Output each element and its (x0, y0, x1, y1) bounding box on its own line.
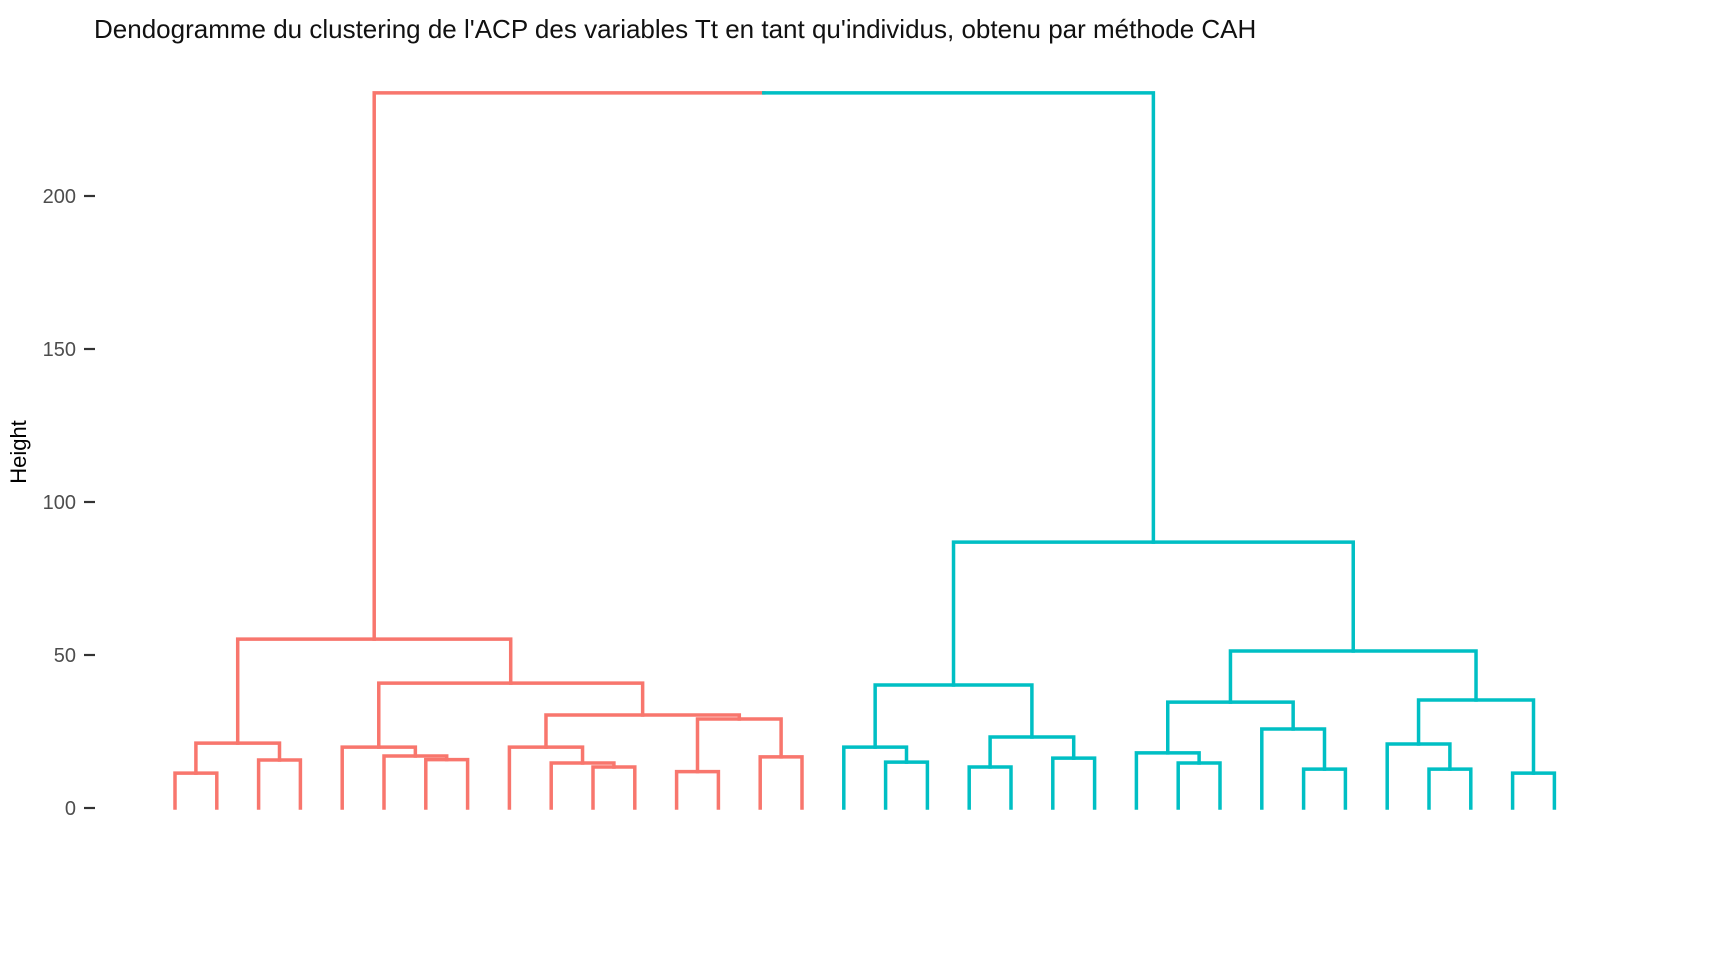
y-axis-title: Height (6, 420, 31, 484)
chart-title: Dendogramme du clustering de l'ACP des v… (94, 14, 1257, 44)
dendrogram-branch (372, 91, 766, 641)
y-axis-tick-label: 150 (43, 339, 76, 361)
dendrogram-branch (842, 745, 909, 810)
dendrogram-branch (173, 771, 219, 810)
dendrogram-branch (758, 755, 804, 810)
dendrogram-branch (382, 754, 449, 810)
dendrogram-branch (1301, 767, 1348, 810)
y-axis-tick-label: 50 (54, 645, 76, 667)
dendrogram-branch (1228, 649, 1478, 704)
dendrogram-branch (1510, 771, 1557, 810)
dendrogram-branch (674, 769, 721, 810)
dendrogram-branch (1385, 742, 1452, 810)
dendrogram-branch (695, 717, 783, 774)
dendrogram-branch (967, 765, 1013, 810)
dendrogram-branch (235, 637, 513, 745)
dendrogram-branch (762, 91, 1156, 544)
y-axis-tick-label: 100 (43, 492, 76, 514)
dendrogram-branch (883, 760, 930, 810)
dendrogram-branch (988, 735, 1076, 769)
dendrogram-branch (549, 761, 616, 810)
y-axis-tick-label: 0 (65, 798, 76, 820)
dendrogram-branch (1176, 761, 1222, 810)
dendrogram-branch (1427, 767, 1473, 810)
dendrogram-branch (424, 757, 470, 810)
dendrogram-branch (591, 765, 637, 810)
dendrogram-branch (194, 741, 282, 775)
dendrogram-branch (507, 745, 585, 810)
dendrogram-branch (1051, 756, 1097, 810)
y-axis-tick-label: 200 (43, 186, 76, 208)
dendrogram-branch (256, 758, 303, 810)
dendrogram-branch (1134, 751, 1201, 810)
dendrogram-branch (951, 540, 1355, 687)
dendrogram-branch (1416, 698, 1536, 775)
